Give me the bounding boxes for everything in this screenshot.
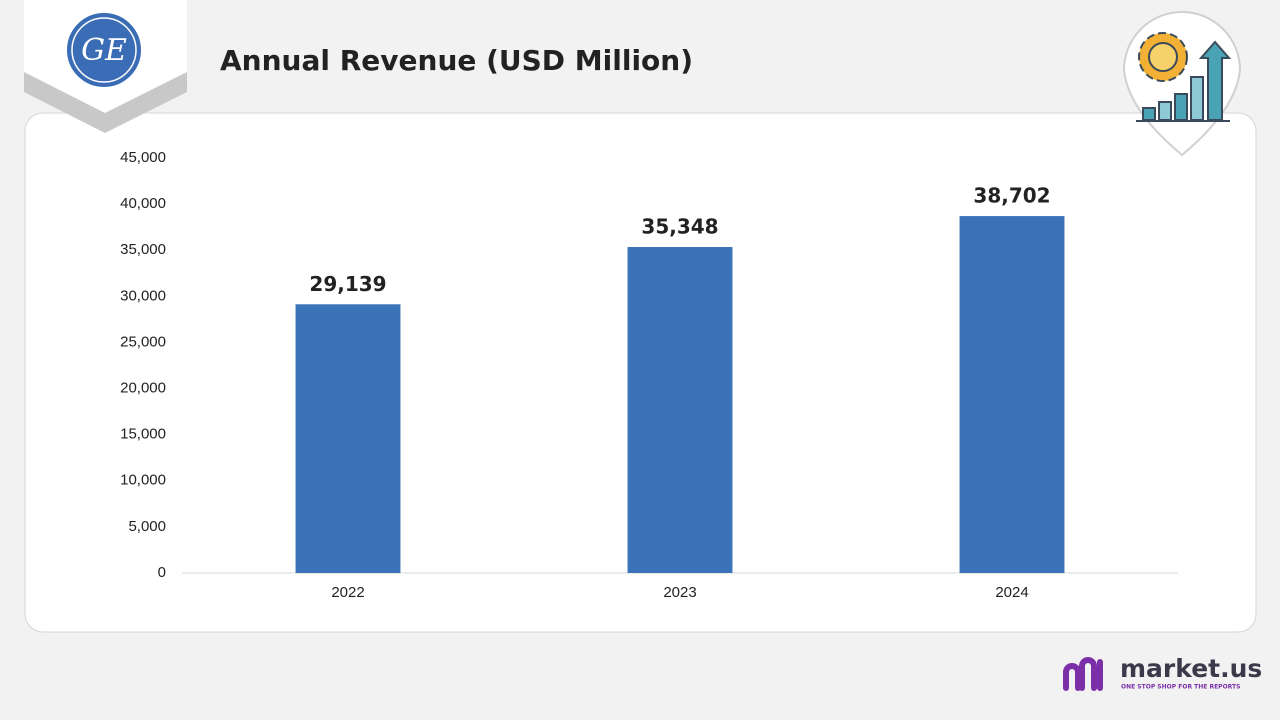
x-tick-label: 2022 <box>331 584 364 601</box>
y-tick-label: 35,000 <box>120 241 166 258</box>
bar <box>959 216 1065 574</box>
y-tick-label: 10,000 <box>120 472 166 489</box>
bar <box>627 247 733 574</box>
company-badge: GE <box>24 0 187 133</box>
y-tick-label: 20,000 <box>120 380 166 397</box>
x-tick-label: 2023 <box>663 584 696 601</box>
value-label: 35,348 <box>641 215 718 239</box>
value-label: 38,702 <box>973 184 1050 208</box>
brand-tagline: ONE STOP SHOP FOR THE REPORTS <box>1121 684 1240 691</box>
y-tick-label: 30,000 <box>120 287 166 304</box>
y-tick-label: 0 <box>158 564 166 581</box>
revenue-icon <box>1122 11 1242 157</box>
x-tick-label: 2024 <box>995 584 1028 601</box>
y-tick-label: 25,000 <box>120 333 166 350</box>
brand-logo: market.us ONE STOP SHOP FOR THE REPORTS <box>1063 654 1262 691</box>
bar <box>295 304 401 573</box>
y-tick-label: 5,000 <box>128 518 166 535</box>
logo-text: GE <box>81 33 127 68</box>
y-tick-label: 45,000 <box>120 149 166 166</box>
brand-name: market.us <box>1120 654 1262 683</box>
value-label: 29,139 <box>309 272 386 296</box>
chart-title: Annual Revenue (USD Million) <box>220 44 693 77</box>
y-tick-label: 40,000 <box>120 195 166 212</box>
y-tick-label: 15,000 <box>120 426 166 443</box>
